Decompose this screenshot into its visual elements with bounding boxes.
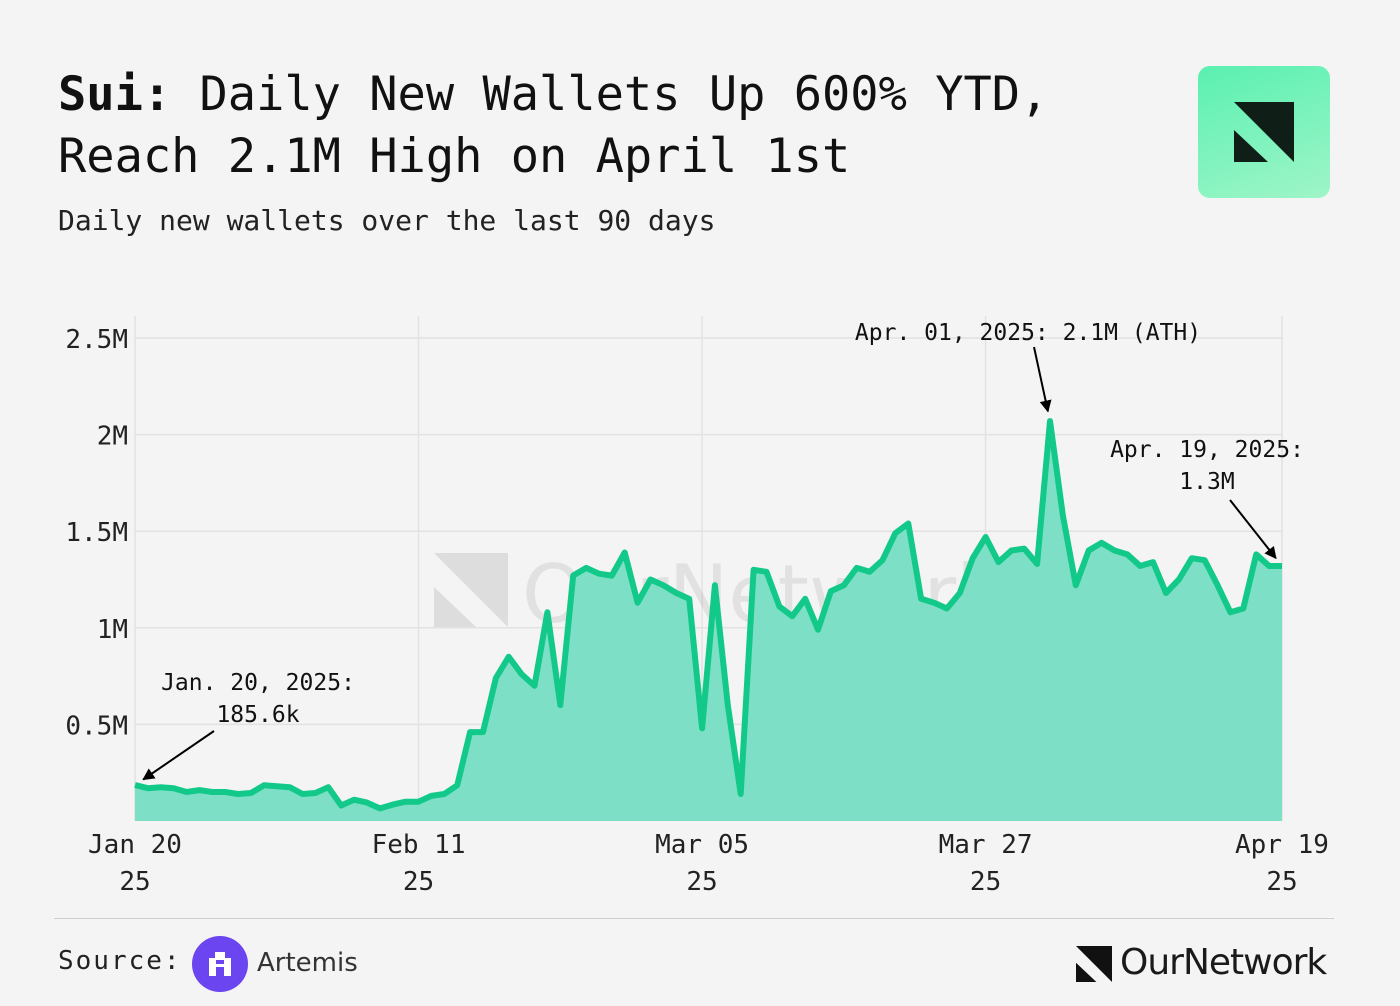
annotation-arrow [142,730,215,781]
annotation-label: Apr. 01, 2025: 2.1M (ATH) [855,320,1201,346]
brand-logo-tile [1198,66,1330,198]
chart-title: Sui: Daily New Wallets Up 600% YTD, Reac… [58,64,1168,188]
x-axis: Jan 20 25 Feb 11 25 Mar 05 25 Mar 27 25 Apr 19 25 [88,830,1329,897]
y-tick-label: 2.5M [65,325,128,355]
area-fill [135,421,1282,821]
footer-divider [54,918,1334,919]
x-tick-label: Jan 20 [88,830,182,860]
title-bold: Sui: [58,67,172,122]
x-tick-year-label: 25 [970,867,1001,897]
y-tick-label: 0.5M [65,711,128,741]
ournetwork-wordmark-icon [1076,946,1112,982]
annotations: Jan. 20, 2025: 185.6k Apr. 01, 2025: 2.1M … [142,320,1304,781]
x-tick-label: Mar 05 [655,830,749,860]
watermark-mark-icon [434,553,508,627]
annotation-label: Apr. 19, 2025: [1110,437,1304,463]
x-tick-year-label: 25 [686,867,717,897]
x-tick-label: Mar 27 [939,830,1033,860]
annotation-label: Jan. 20, 2025: [161,670,355,696]
y-tick-label: 1.5M [65,518,128,548]
annotation-value: 1.3M [1179,469,1234,495]
source-label: Source: [58,946,182,976]
series-line [134,418,1282,812]
y-tick-label: 2M [97,422,128,452]
brand-name: OurNetwork [1120,942,1327,983]
annotation-arrow [1229,499,1277,560]
artemis-logo-icon [192,936,248,992]
source-name: Artemis [257,948,358,978]
annotation-arrow [1033,346,1052,413]
chart-subtitle: Daily new wallets over the last 90 days [58,204,716,237]
x-tick-year-label: 25 [403,867,434,897]
y-tick-label: 1M [97,615,128,645]
x-tick-year-label: 25 [1266,867,1297,897]
x-tick-label: Feb 11 [372,830,466,860]
y-axis: 0.5M 1M 1.5M 2M 2.5M [65,325,128,741]
ournetwork-mark-icon [1234,102,1294,162]
annotation-value: 185.6k [216,702,299,728]
x-tick-label: Apr 19 [1235,830,1329,860]
x-tick-year-label: 25 [119,867,150,897]
title-rest: Daily New Wallets Up 600% YTD, Reach 2.1… [58,67,1049,184]
